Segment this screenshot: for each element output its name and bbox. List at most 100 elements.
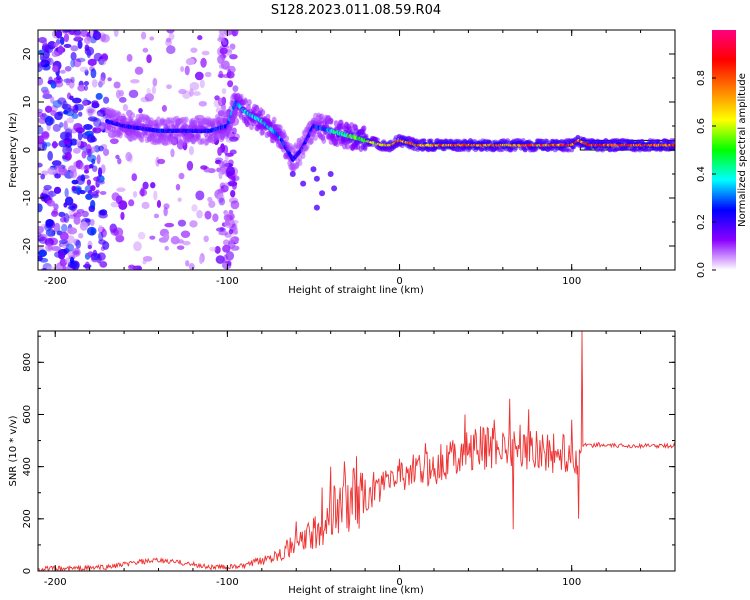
spectrogram-noise-cell [102,148,110,157]
colorbar-ticks: 0.0 0.2 0.4 0.6 0.8 [696,70,716,278]
spectrogram-x-tick-label: -100 [216,276,239,287]
spectrogram-noise-cell [38,249,47,257]
spectrogram-ridge-halo [328,118,334,125]
spectrogram-noise-cell [97,167,103,178]
spectrogram-noise-cell [226,47,233,53]
spectrogram-noise-cell [96,154,101,165]
spectrogram-noise-cell [177,239,184,244]
spectrogram-ridge-halo [304,143,310,150]
spectrogram-noise-cell [73,212,82,218]
spectrogram-noise-cell [149,235,156,240]
spectrogram-noise-cell [80,162,85,171]
figure-title: S128.2023.011.08.59.R04 [271,3,441,18]
spectrogram-noise-cell [91,79,98,88]
spectrogram-noise-cell [163,232,170,242]
spectrogram-ridge-halo [242,97,248,104]
spectrogram-noise-cell [142,181,149,190]
spectrogram-noise-cell [53,76,63,84]
spectrogram-ridge-halo [139,136,145,143]
spectrogram-noise-cell [90,68,97,79]
spectrogram-noise-cell [66,117,75,124]
spectrogram-noise-cell [151,85,157,95]
spectrogram-noise-cell [71,113,79,120]
colorbar-tick-label: 0.2 [696,214,707,230]
spectrogram-noise-cell [98,58,107,66]
spectrogram-noise-cell [63,120,68,131]
spectrogram-noise-cell [230,242,236,252]
spectrogram-noise-cell [229,219,239,225]
spectrogram-noise-cell [134,66,144,75]
spectrogram-noise-cell [44,223,52,232]
spectrogram-noise-cell [59,69,66,74]
spectrogram-noise-cell [57,111,64,117]
spectrogram-noise-cell [38,125,44,135]
spectrogram-noise-cell [133,241,142,252]
spectrogram-noise-cell [64,131,73,142]
colorbar: 0.0 0.2 0.4 0.6 0.8 Normalized spectral ampl… [696,30,748,278]
spectrogram-noise-cell [226,71,235,79]
spectrogram-ridge-halo [116,111,122,119]
spectrogram-noise-cell [223,182,230,191]
spectrogram-noise-cell [110,228,120,236]
spectrogram-noise-cell [217,110,225,117]
spectrogram-ridge-halo [421,138,427,143]
spectrogram-noise-cell [77,84,86,92]
spectrogram-noise-cell [71,185,77,192]
spectrogram-noise-cell [63,33,70,43]
spectrogram-noise-cell [83,124,93,130]
spectrogram-noise-cell [46,199,56,207]
spectrogram-ridge-halo [375,137,380,142]
spectrogram-noise-cell [182,240,191,246]
spectrogram-noise-cell [79,189,86,195]
spectrogram-branch-cell [313,175,320,182]
spectrogram-noise-cell [177,197,182,202]
spectrogram-noise-cell [84,169,90,174]
spectrogram-noise-cell [153,213,160,219]
spectrogram-noise-cell [229,149,237,155]
spectrogram-heatmap [38,30,675,270]
spectrogram-ridge-halo [672,138,675,143]
spectrogram-noise-cell [140,31,147,40]
spectrogram-ridge-halo [247,99,252,106]
spectrogram-noise-cell [70,76,75,84]
colorbar-tick-label: 0.0 [696,262,707,278]
spectrogram-noise-cell [197,35,203,41]
spectrogram-noise-cell [186,160,194,171]
spectrogram-ridge-halo [520,138,526,143]
spectrogram-noise-cell [51,142,59,148]
spectrogram-noise-cell [163,203,170,210]
spectrogram-noise-cell [86,105,96,116]
snr-y-tick-label: 0 [22,568,33,574]
spectrogram-y-tick-label: -20 [22,238,33,254]
spectrogram-noise-cell [38,232,42,237]
spectrogram-noise-cell [83,81,90,86]
spectrogram-noise-cell [218,160,225,168]
spectrogram-noise-cell [44,105,53,114]
spectrogram-noise-cell [215,255,225,264]
snr-x-ticks: -200 -100 0 100 [44,331,676,588]
spectrogram-noise-cell [99,260,108,268]
spectrogram-noise-cell [156,200,162,208]
spectrogram-noise-cell [74,103,84,111]
spectrogram-ridge-halo [639,138,645,143]
spectrogram-frame [37,29,676,271]
spectrogram-noise-cell [180,230,191,239]
spectrogram-noise-cell [75,239,82,249]
spectrogram-noise-cell [83,85,89,91]
spectrogram-noise-cell [87,244,92,250]
spectrogram-noise-cell [164,245,169,251]
spectrogram-noise-cell [87,108,95,114]
spectrogram-noise-cell [62,30,72,33]
spectrogram-noise-cell [196,210,203,219]
spectrogram-noise-cell [73,30,82,38]
spectrogram-noise-cell [230,189,236,198]
spectrogram-noise-cell [61,223,68,233]
spectrogram-noise-cell [87,58,97,66]
spectrogram-noise-cell [71,97,82,104]
spectrogram-noise-cell [150,182,156,189]
spectrogram-noise-cell [144,92,154,102]
spectrogram-noise-cell [89,218,95,226]
spectrogram-noise-cell [38,108,43,113]
spectrogram-y-ticks: -20 -10 0 10 20 [22,29,675,271]
